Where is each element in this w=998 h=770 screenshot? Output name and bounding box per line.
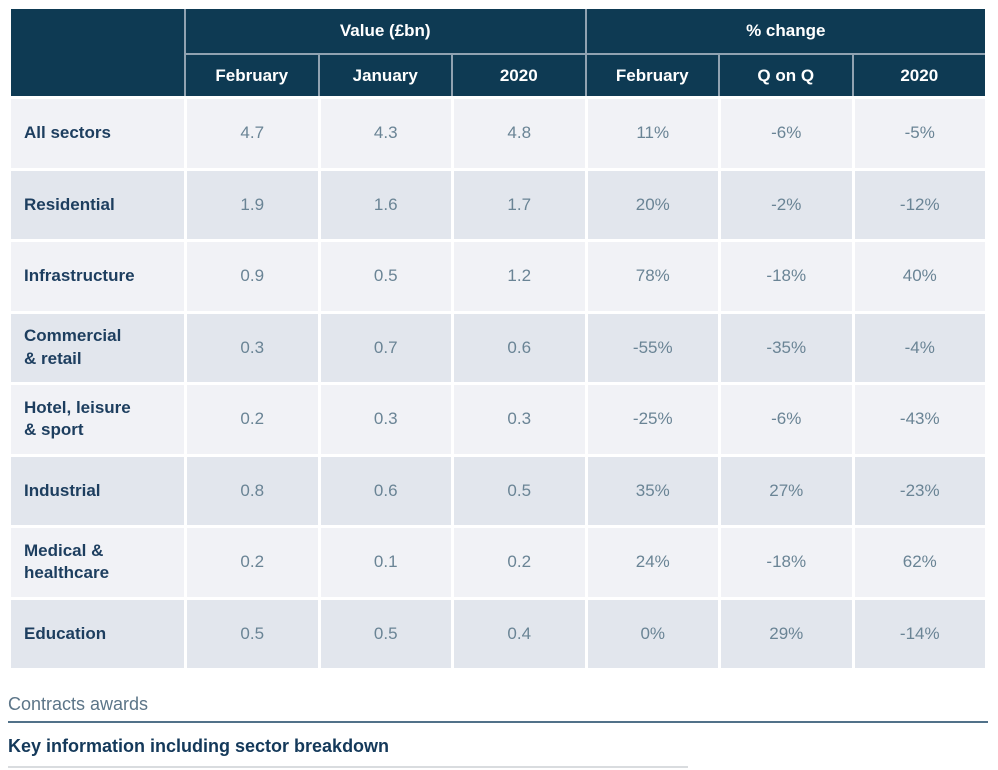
value-cell: 0.9: [184, 242, 318, 311]
value-cell: 35%: [584, 456, 718, 525]
value-cell: -6%: [718, 99, 852, 168]
value-cell: 0.2: [451, 528, 585, 597]
value-cell: 0.5: [317, 599, 451, 668]
sector-label: All sectors: [11, 99, 184, 168]
value-cell: -6%: [718, 385, 852, 454]
value-cell: -14%: [851, 599, 985, 668]
value-cell: 40%: [851, 242, 985, 311]
value-cell: 0.6: [317, 456, 451, 525]
bottom-divider: [8, 766, 688, 768]
group-header-pct-change: % change: [584, 9, 985, 55]
sector-label: Hotel, leisure & sport: [11, 385, 184, 454]
value-cell: 78%: [584, 242, 718, 311]
corner-cell: [11, 9, 184, 96]
table-row: All sectors 4.7 4.3 4.8 11% -6% -5%: [11, 99, 985, 168]
value-cell: 29%: [718, 599, 852, 668]
table-row: Education 0.5 0.5 0.4 0% 29% -14%: [11, 599, 985, 668]
column-header-january: January: [317, 55, 452, 96]
value-cell: 1.6: [317, 170, 451, 239]
value-cell: 0.5: [184, 599, 318, 668]
table-body: All sectors 4.7 4.3 4.8 11% -6% -5% Residential…: [11, 99, 985, 668]
sector-label: Medical & healthcare: [11, 528, 184, 597]
value-cell: 0.3: [317, 385, 451, 454]
column-header-february: February: [584, 55, 719, 96]
value-cell: -4%: [851, 313, 985, 382]
value-cell: 1.9: [184, 170, 318, 239]
value-cell: 0.3: [184, 313, 318, 382]
section-divider: [8, 721, 988, 723]
table-row: Medical & healthcare 0.2 0.1 0.2 24% -18% 62%: [11, 528, 985, 597]
sector-label: Infrastructure: [11, 242, 184, 311]
value-cell: 62%: [851, 528, 985, 597]
value-cell: 4.3: [317, 99, 451, 168]
sector-label: Residential: [11, 170, 184, 239]
value-cell: -23%: [851, 456, 985, 525]
value-cell: 0.2: [184, 385, 318, 454]
value-cell: 0.2: [184, 528, 318, 597]
section-label: Contracts awards: [8, 694, 149, 714]
column-header-february: February: [184, 55, 318, 96]
value-cell: -55%: [584, 313, 718, 382]
column-header-2020: 2020: [451, 55, 585, 96]
value-cell: 0.3: [451, 385, 585, 454]
value-cell: 0.7: [317, 313, 451, 382]
column-header-2020: 2020: [851, 55, 986, 96]
value-cell: 1.2: [451, 242, 585, 311]
value-cell: -18%: [718, 242, 852, 311]
key-information-heading: Key information including sector breakdo…: [8, 736, 390, 756]
value-cell: -18%: [718, 528, 852, 597]
table-row: Hotel, leisure & sport 0.2 0.3 0.3 -25% -6% -4…: [11, 385, 985, 454]
value-cell: 0%: [584, 599, 718, 668]
value-cell: 0.5: [317, 242, 451, 311]
value-cell: -35%: [718, 313, 852, 382]
value-cell: 0.1: [317, 528, 451, 597]
sector-label: Education: [11, 599, 184, 668]
table-row: Commercial & retail 0.3 0.7 0.6 -55% -35% -4%: [11, 313, 985, 382]
table-row: Industrial 0.8 0.6 0.5 35% 27% -23%: [11, 456, 985, 525]
value-cell: 4.7: [184, 99, 318, 168]
table-row: Residential 1.9 1.6 1.7 20% -2% -12%: [11, 170, 985, 239]
sector-label: Commercial & retail: [11, 313, 184, 382]
value-cell: 4.8: [451, 99, 585, 168]
value-cell: 0.4: [451, 599, 585, 668]
value-cell: -25%: [584, 385, 718, 454]
value-cell: 0.5: [451, 456, 585, 525]
value-cell: -2%: [718, 170, 852, 239]
value-cell: -12%: [851, 170, 985, 239]
column-header-q-on-q: Q on Q: [718, 55, 852, 96]
table-row: Infrastructure 0.9 0.5 1.2 78% -18% 40%: [11, 242, 985, 311]
value-cell: 1.7: [451, 170, 585, 239]
value-cell: 24%: [584, 528, 718, 597]
value-cell: 0.8: [184, 456, 318, 525]
value-cell: -5%: [851, 99, 985, 168]
value-cell: -43%: [851, 385, 985, 454]
table-header: Value (£bn) % change February January 2020…: [11, 9, 985, 96]
contracts-awards-table: Value (£bn) % change February January 2020…: [11, 9, 985, 668]
value-cell: 11%: [584, 99, 718, 168]
value-cell: 0.6: [451, 313, 585, 382]
value-cell: 20%: [584, 170, 718, 239]
value-cell: 27%: [718, 456, 852, 525]
group-header-value-bn: Value (£bn): [184, 9, 585, 55]
sector-label: Industrial: [11, 456, 184, 525]
